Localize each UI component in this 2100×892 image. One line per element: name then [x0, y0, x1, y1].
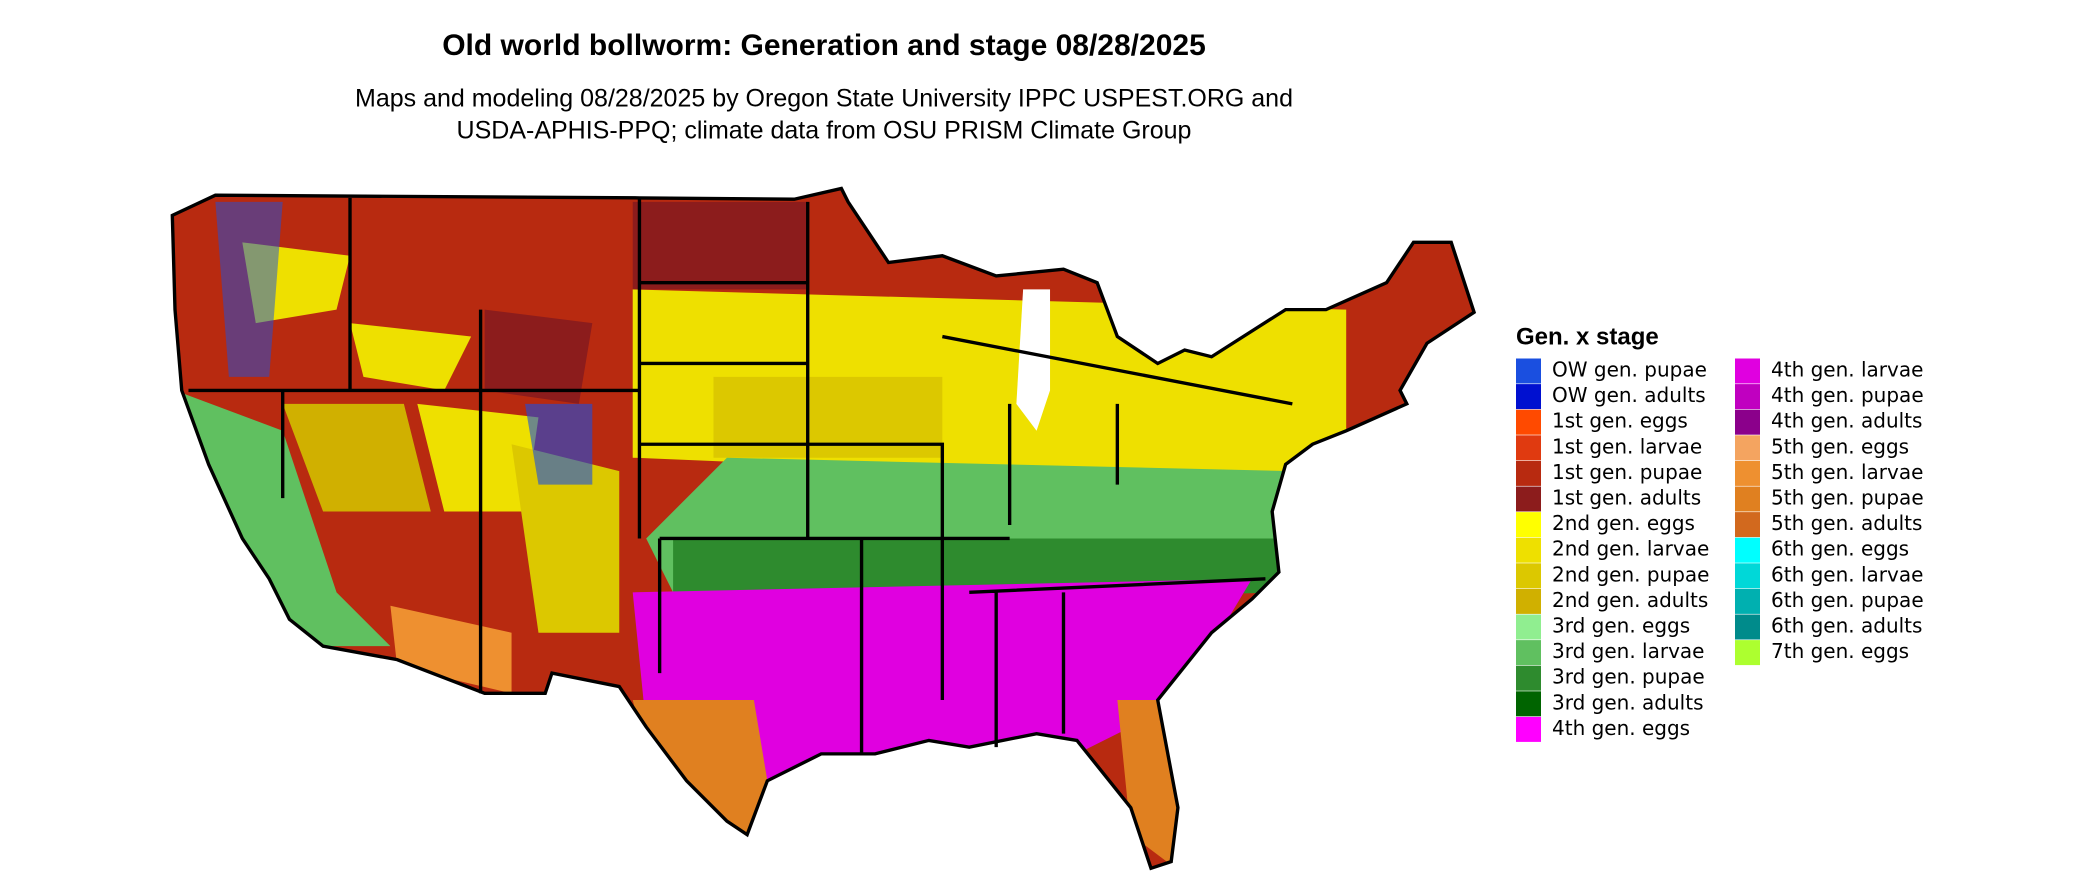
legend-label: 4th gen. eggs	[1552, 716, 1690, 740]
legend-label: 1st gen. eggs	[1552, 409, 1688, 433]
legend-swatch	[1735, 384, 1760, 410]
legend-label: 1st gen. adults	[1552, 486, 1701, 510]
legend-label: OW gen. adults	[1552, 383, 1706, 407]
legend-swatch	[1735, 640, 1760, 666]
legend-swatch	[1735, 563, 1760, 589]
legend-label: 7th gen. eggs	[1771, 639, 1909, 663]
legend-label: 1st gen. pupae	[1552, 460, 1702, 484]
us-map	[170, 186, 1477, 871]
legend-label: 2nd gen. larvae	[1552, 537, 1709, 561]
legend-label: 6th gen. pupae	[1771, 588, 1924, 612]
map-subtitle: USDA-APHIS-PPQ; climate data from OSU PR…	[457, 117, 1192, 145]
legend-swatch	[1516, 512, 1541, 538]
legend-label: 5th gen. pupae	[1771, 486, 1924, 510]
legend-swatch	[1516, 691, 1541, 717]
legend-title: Gen. x stage	[1516, 323, 1659, 350]
legend-label: 3rd gen. adults	[1552, 690, 1703, 714]
legend-label: 2nd gen. adults	[1552, 588, 1708, 612]
legend-label: 1st gen. larvae	[1552, 434, 1702, 458]
legend-swatch	[1516, 588, 1541, 614]
legend-swatch	[1516, 460, 1541, 486]
legend-label: OW gen. pupae	[1552, 358, 1707, 382]
legend-label: 5th gen. eggs	[1771, 434, 1909, 458]
legend-label: 6th gen. eggs	[1771, 537, 1909, 561]
legend-label: 2nd gen. pupae	[1552, 562, 1709, 586]
legend-swatch	[1735, 512, 1760, 538]
legend-label: 3rd gen. eggs	[1552, 614, 1690, 638]
legend-swatch	[1516, 716, 1541, 742]
legend-swatch	[1516, 563, 1541, 589]
legend-swatch	[1735, 409, 1760, 435]
map-subtitle: Maps and modeling 08/28/2025 by Oregon S…	[355, 85, 1293, 113]
legend-label: 3rd gen. larvae	[1552, 639, 1704, 663]
legend-swatch	[1735, 435, 1760, 461]
legend-label: 5th gen. larvae	[1771, 460, 1923, 484]
legend-label: 5th gen. adults	[1771, 511, 1922, 535]
legend-swatch	[1516, 537, 1541, 563]
legend-label: 2nd gen. eggs	[1552, 511, 1695, 535]
legend-label: 4th gen. adults	[1771, 409, 1922, 433]
legend-label: 6th gen. adults	[1771, 614, 1922, 638]
legend-swatch	[1516, 409, 1541, 435]
legend-swatch	[1516, 640, 1541, 666]
legend-swatch	[1516, 486, 1541, 512]
legend-swatch	[1735, 486, 1760, 512]
legend-swatch	[1516, 384, 1541, 410]
legend-swatch	[1735, 460, 1760, 486]
legend-label: 4th gen. pupae	[1771, 383, 1924, 407]
legend-label: 6th gen. larvae	[1771, 562, 1923, 586]
legend-swatch	[1516, 435, 1541, 461]
legend-swatch	[1516, 665, 1541, 691]
legend-swatch	[1735, 614, 1760, 640]
legend-swatch	[1735, 588, 1760, 614]
legend-label: 3rd gen. pupae	[1552, 665, 1705, 689]
legend-swatch	[1516, 614, 1541, 640]
legend-swatch	[1735, 358, 1760, 384]
legend-label: 4th gen. larvae	[1771, 358, 1923, 382]
legend-swatch	[1735, 537, 1760, 563]
legend-swatch	[1516, 358, 1541, 384]
map-title: Old world bollworm: Generation and stage…	[442, 29, 1206, 62]
